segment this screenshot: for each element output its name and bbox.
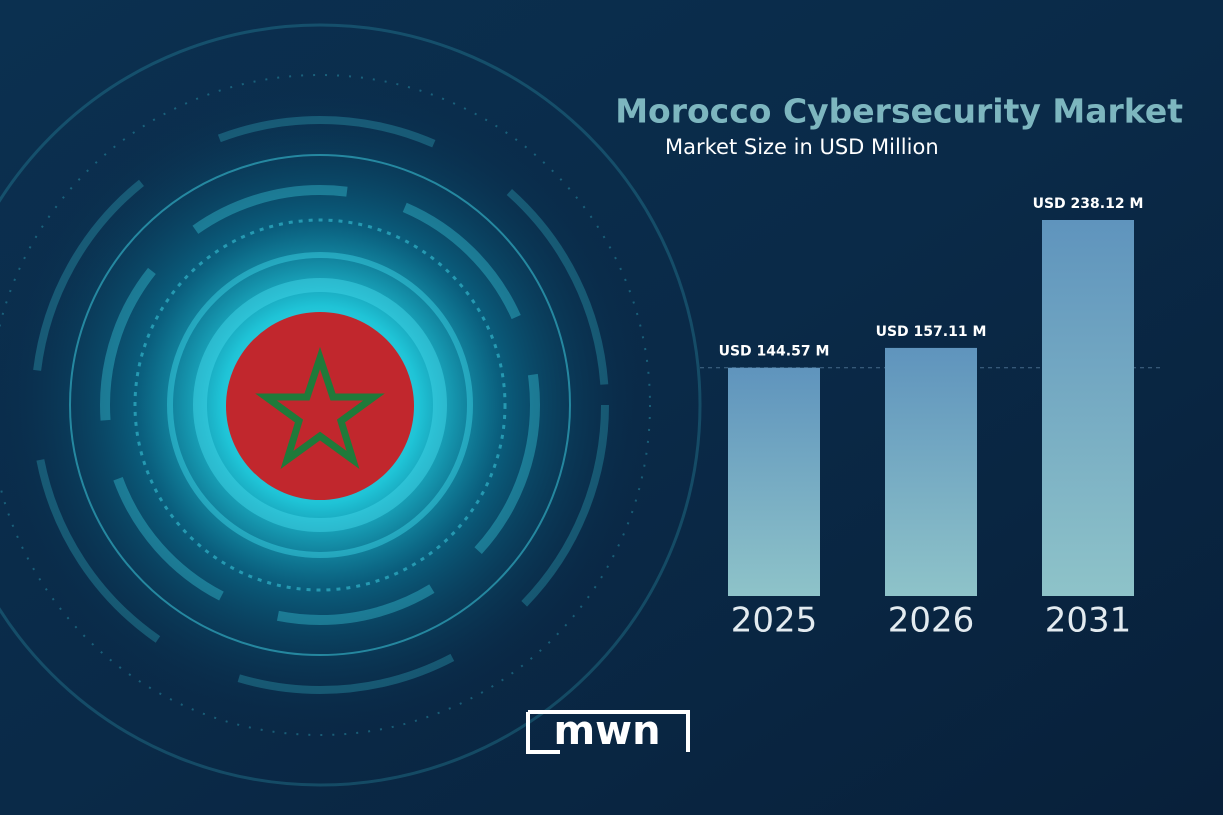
flag xyxy=(226,312,414,500)
logo-text: mwn xyxy=(553,708,660,754)
value-label: USD 157.11 M xyxy=(876,324,987,340)
logo: mwn xyxy=(526,708,690,754)
value-label: USD 144.57 M xyxy=(719,344,830,360)
bar xyxy=(728,367,820,596)
bar xyxy=(1042,220,1134,596)
chart: USD 144.57 M 2025 USD 157.11 M 2026 USD 238.… xyxy=(700,196,1160,641)
bar xyxy=(885,347,977,596)
value-label: USD 238.12 M xyxy=(1033,196,1144,212)
chart-title: Morocco Cybersecurity Market xyxy=(615,92,1183,131)
rings xyxy=(0,23,702,787)
logo-frame xyxy=(526,710,690,754)
chart-subtitle: Market Size in USD Million xyxy=(665,135,939,159)
x-tick-label: 2031 xyxy=(1045,601,1132,641)
x-tick-label: 2026 xyxy=(888,601,975,641)
x-tick-label: 2025 xyxy=(731,601,818,641)
flag-star xyxy=(255,346,385,470)
